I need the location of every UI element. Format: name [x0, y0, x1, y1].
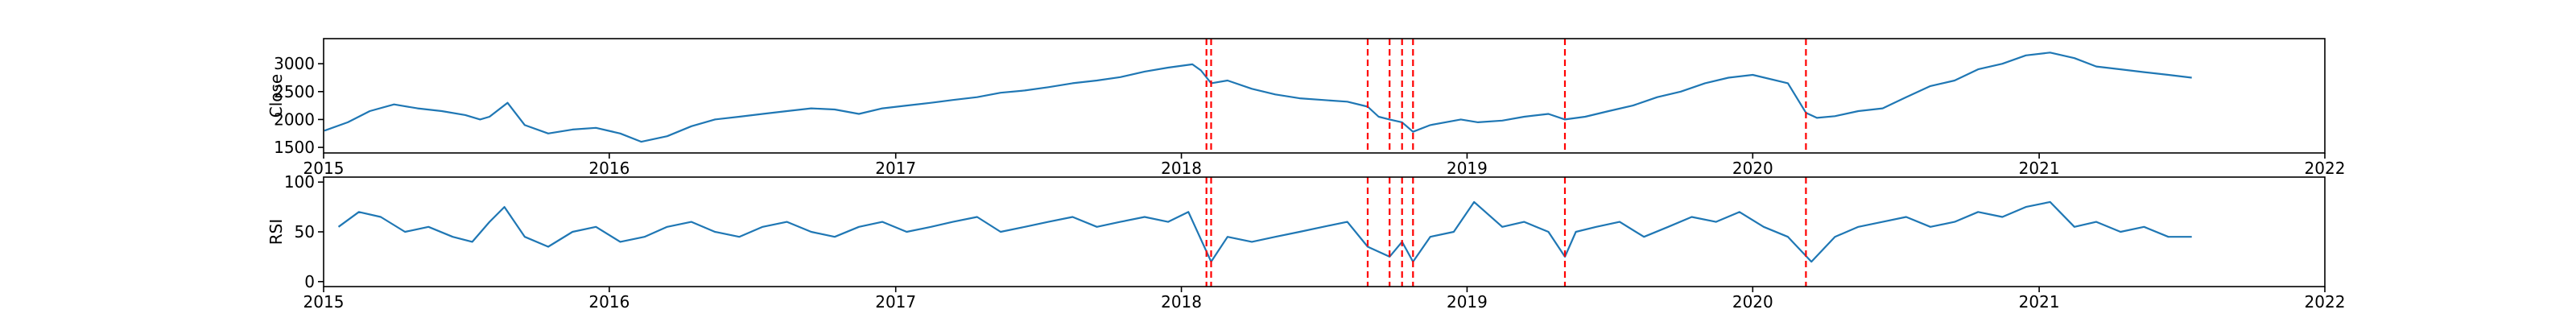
close-price-x-tick-label: 2021 — [2019, 159, 2060, 178]
rsi-x-tick-label: 2017 — [875, 292, 916, 312]
rsi-y-tick-label: 0 — [304, 272, 315, 291]
rsi-y-tick-label: 50 — [295, 222, 315, 242]
rsi-series-line — [337, 200, 2192, 263]
close-price-x-tick-label: 2017 — [875, 159, 916, 178]
rsi-x-tick-label: 2019 — [1447, 292, 1488, 312]
rsi-panel: RSI 0 50 100 2015 2016 2017 2018 2019 2020 2021 20… — [266, 172, 2345, 312]
close-price-panel: Close 1500 2000 2500 3000 2015 2016 2017 2018 20… — [266, 38, 2346, 178]
close-price-x-tick-label: 2019 — [1447, 159, 1488, 178]
close-price-series-line — [324, 52, 2192, 143]
rsi-plot-area — [337, 177, 2192, 287]
close-price-x-tick-label: 2022 — [2305, 159, 2346, 178]
close-price-y-tick-label: 1500 — [274, 138, 315, 157]
rsi-x-tick-label: 2015 — [303, 292, 345, 312]
rsi-x-tick-label: 2016 — [588, 292, 630, 312]
rsi-x-tick-label: 2018 — [1161, 292, 1202, 312]
close-price-x-tick-label: 2020 — [1732, 159, 1773, 178]
rsi-y-tick-label: 100 — [284, 172, 315, 192]
rsi-x-tick-label: 2020 — [1732, 292, 1773, 312]
close-price-axes-frame — [323, 38, 2326, 154]
close-price-plot-area — [324, 39, 2192, 153]
rsi-x-tick-label: 2021 — [2019, 292, 2060, 312]
close-price-x-tick-label: 2016 — [588, 159, 630, 178]
rsi-x-tick-label: 2022 — [2305, 292, 2346, 312]
close-price-y-axis-label: Close — [266, 74, 286, 118]
close-price-y-tick-label: 2000 — [274, 109, 315, 129]
close-price-y-tick-label: 2500 — [274, 82, 315, 101]
close-price-y-tick-label: 3000 — [274, 54, 315, 73]
close-price-x-tick-label: 2018 — [1161, 159, 1202, 178]
close-price-x-tick-label: 2015 — [303, 159, 345, 178]
rsi-y-axis-label: RSI — [266, 219, 286, 246]
